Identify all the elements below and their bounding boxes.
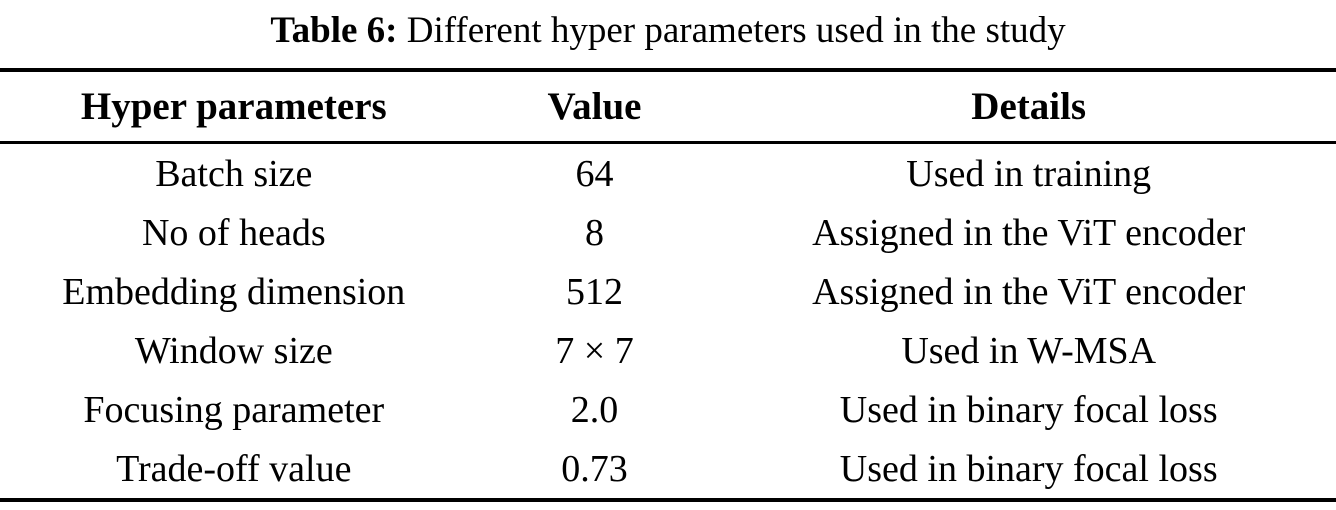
value-cell: 0.73 [561,447,628,490]
details-cell: Used in W-MSA [901,329,1157,372]
table-caption-label: Table 6: [270,10,398,51]
details-cell: Assigned in the ViT encoder [812,211,1246,254]
hyperparameters-table: Hyper parameters Value Details Batch siz… [0,68,1336,502]
table-row: Embedding dimension 512 Assigned in the … [0,262,1336,321]
details-cell: Used in training [906,152,1152,195]
header-row: Hyper parameters Value Details [0,70,1336,144]
header-cell-hyper-parameters: Hyper parameters [0,70,468,144]
table-row: Batch size 64 Used in training [0,143,1336,204]
value-cell: 8 [585,211,604,254]
param-cell: Batch size [155,152,313,195]
value-cell: 2.0 [570,388,619,431]
table-row: Trade-off value 0.73 Used in binary foca… [0,439,1336,500]
table-caption: Table 6: Different hyper parameters used… [0,0,1336,68]
details-cell: Assigned in the ViT encoder [812,270,1246,313]
table-row: Focusing parameter 2.0 Used in binary fo… [0,380,1336,439]
param-cell: Trade-off value [116,447,352,490]
table-row: Window size 7 × 7 Used in W-MSA [0,321,1336,380]
param-cell: No of heads [141,211,326,254]
param-cell: Embedding dimension [62,270,406,313]
param-cell: Window size [134,329,333,372]
value-cell: 64 [575,152,614,195]
table-row: No of heads 8 Assigned in the ViT encode… [0,203,1336,262]
details-cell: Used in binary focal loss [839,388,1218,431]
value-cell: 512 [566,270,623,313]
header-cell-details: Details [721,70,1336,144]
header-cell-value: Value [467,70,722,144]
table-caption-text: Different hyper parameters used in the s… [397,10,1066,51]
value-cell: 7 × 7 [555,329,634,372]
param-cell: Focusing parameter [83,388,385,431]
details-cell: Used in binary focal loss [839,447,1218,490]
